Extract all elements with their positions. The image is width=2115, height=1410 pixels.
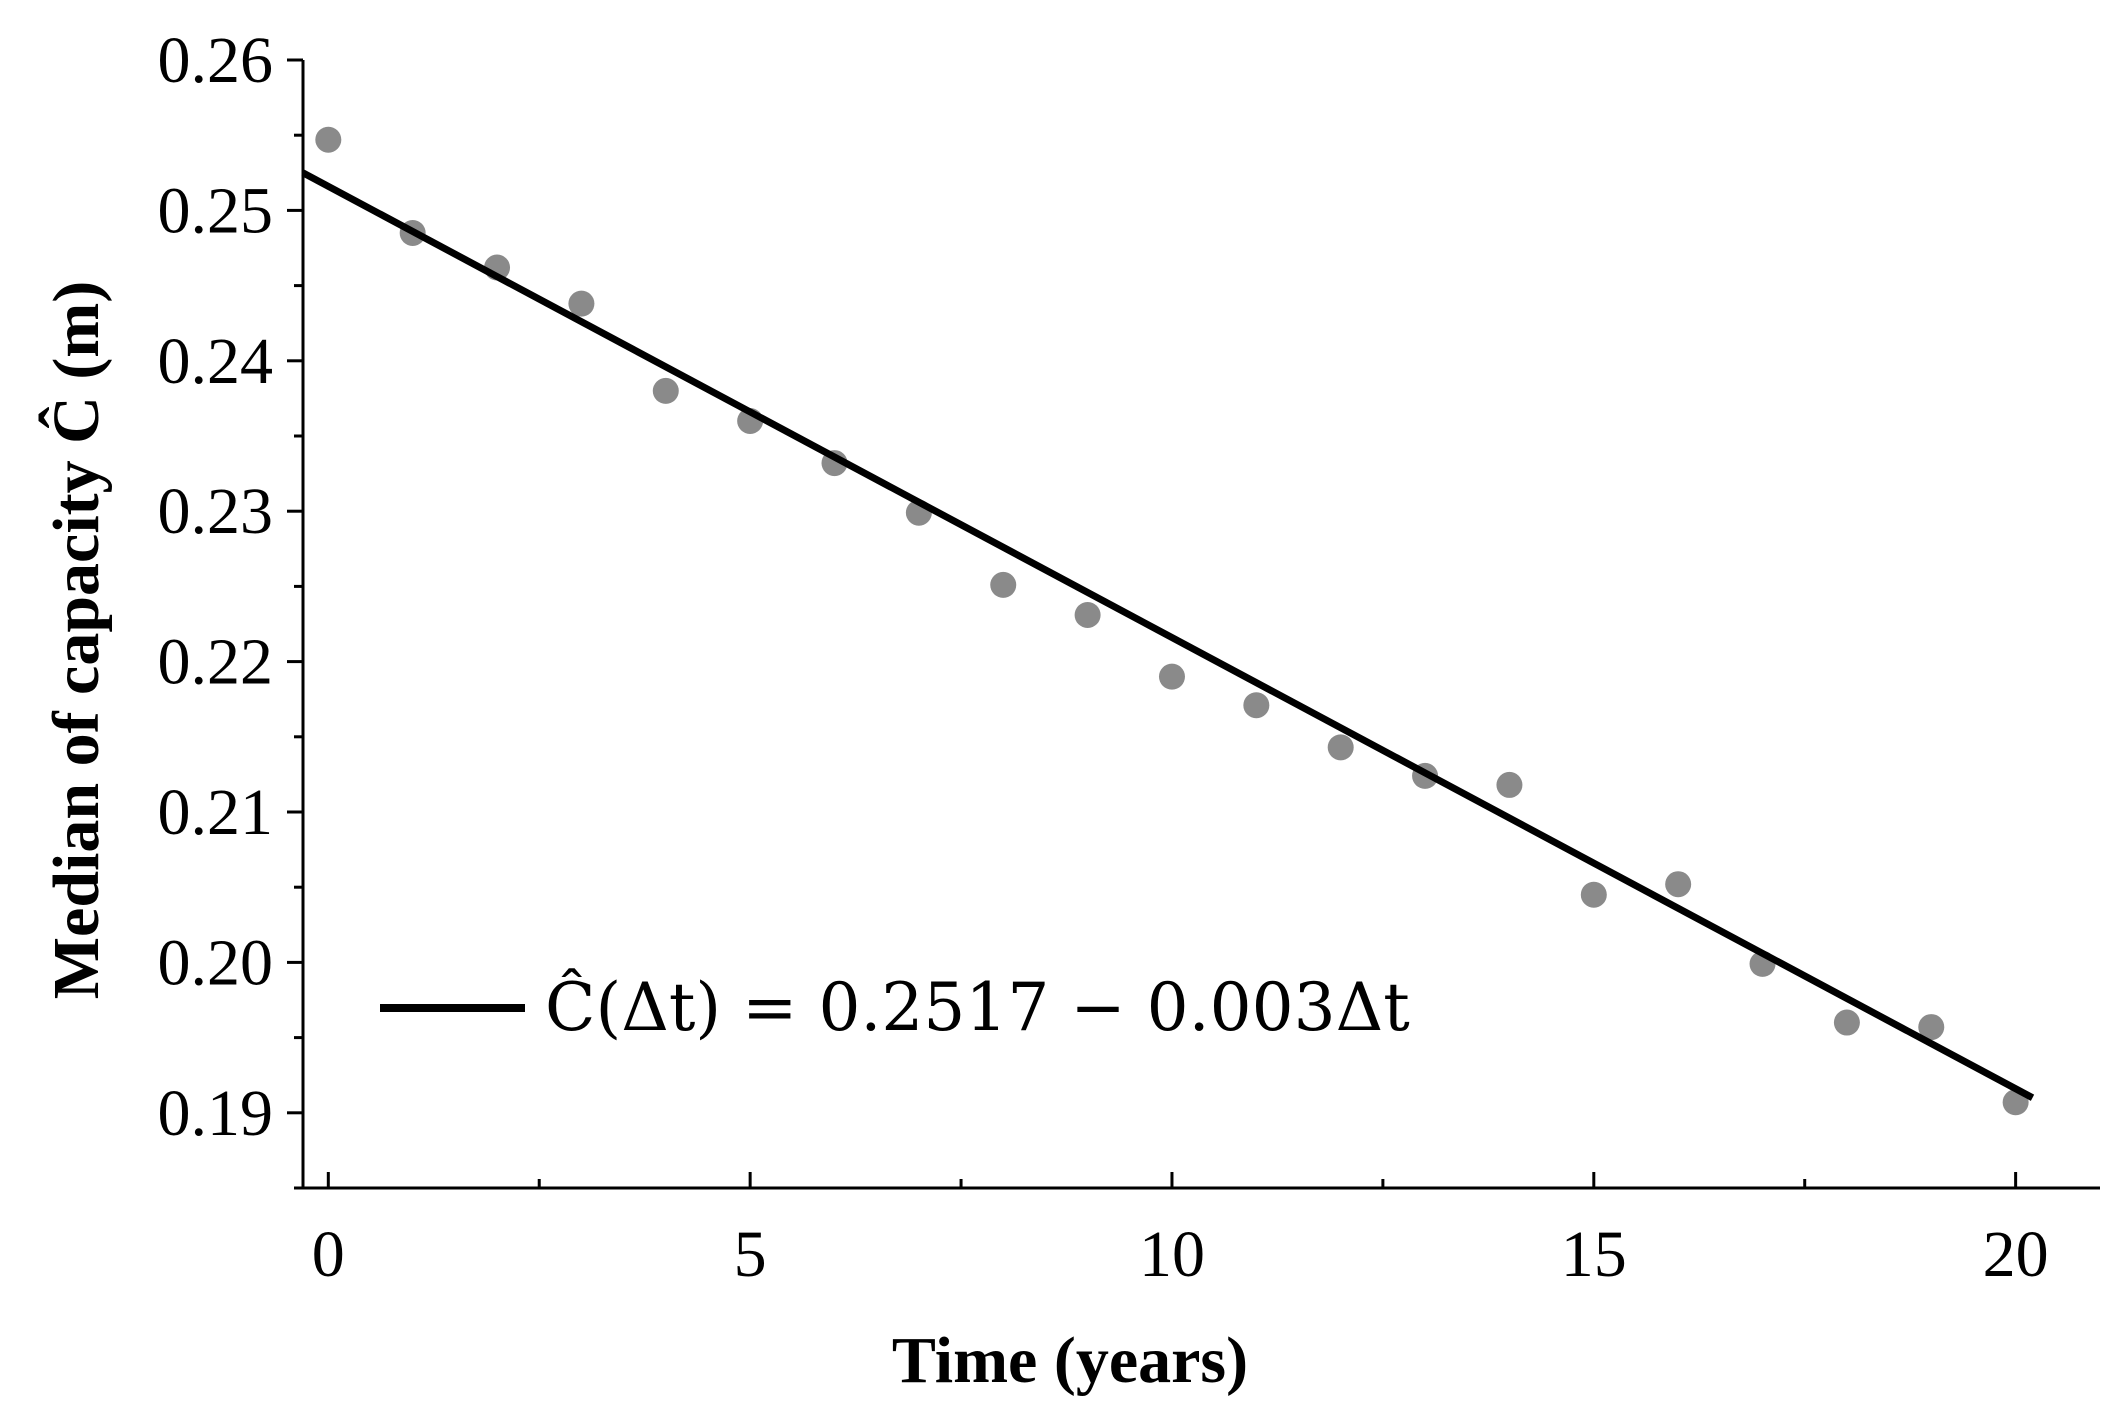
x-tick-label: 10 bbox=[1139, 1218, 1205, 1291]
data-point bbox=[1665, 871, 1692, 898]
data-point bbox=[990, 571, 1017, 598]
data-point bbox=[568, 290, 595, 317]
y-tick-label: 0.21 bbox=[158, 776, 274, 849]
fit-line bbox=[301, 169, 2035, 1101]
legend-label: Ĉ(Δt) = 0.2517 − 0.003Δt bbox=[545, 968, 1410, 1046]
data-point bbox=[1074, 601, 1101, 628]
data-point bbox=[1327, 734, 1354, 761]
y-tick-label: 0.26 bbox=[158, 24, 274, 97]
fit-line-group bbox=[301, 169, 2035, 1101]
legend: Ĉ(Δt) = 0.2517 − 0.003Δt bbox=[380, 968, 1410, 1046]
y-tick-label: 0.23 bbox=[158, 475, 274, 548]
data-point bbox=[1243, 692, 1270, 719]
x-tick-label: 15 bbox=[1561, 1218, 1627, 1291]
x-tick-label: 20 bbox=[1983, 1218, 2049, 1291]
data-point bbox=[652, 377, 679, 404]
data-points bbox=[315, 126, 2029, 1116]
y-tick-label: 0.19 bbox=[158, 1077, 274, 1150]
y-tick-label: 0.22 bbox=[158, 626, 274, 699]
y-tick-label: 0.20 bbox=[158, 926, 274, 999]
y-tick-label: 0.25 bbox=[158, 174, 274, 247]
data-point bbox=[1496, 771, 1523, 798]
axes: 0 5 10 15 20 0.19 0.20 0.21 0.22 0.23 0.24 0.25 0.26 bbox=[158, 24, 2100, 1291]
data-point bbox=[1158, 663, 1185, 690]
x-axis-title: Time (years) bbox=[892, 1324, 1248, 1397]
y-tick-label: 0.24 bbox=[158, 325, 274, 398]
x-tick-label: 0 bbox=[312, 1218, 345, 1291]
data-point bbox=[1833, 1009, 1860, 1036]
y-axis-title: Median of capacity Ĉ (m) bbox=[38, 281, 113, 1000]
x-tick-label: 5 bbox=[734, 1218, 767, 1291]
data-point bbox=[1918, 1014, 1945, 1041]
data-point bbox=[1580, 881, 1607, 908]
data-point bbox=[315, 126, 342, 153]
